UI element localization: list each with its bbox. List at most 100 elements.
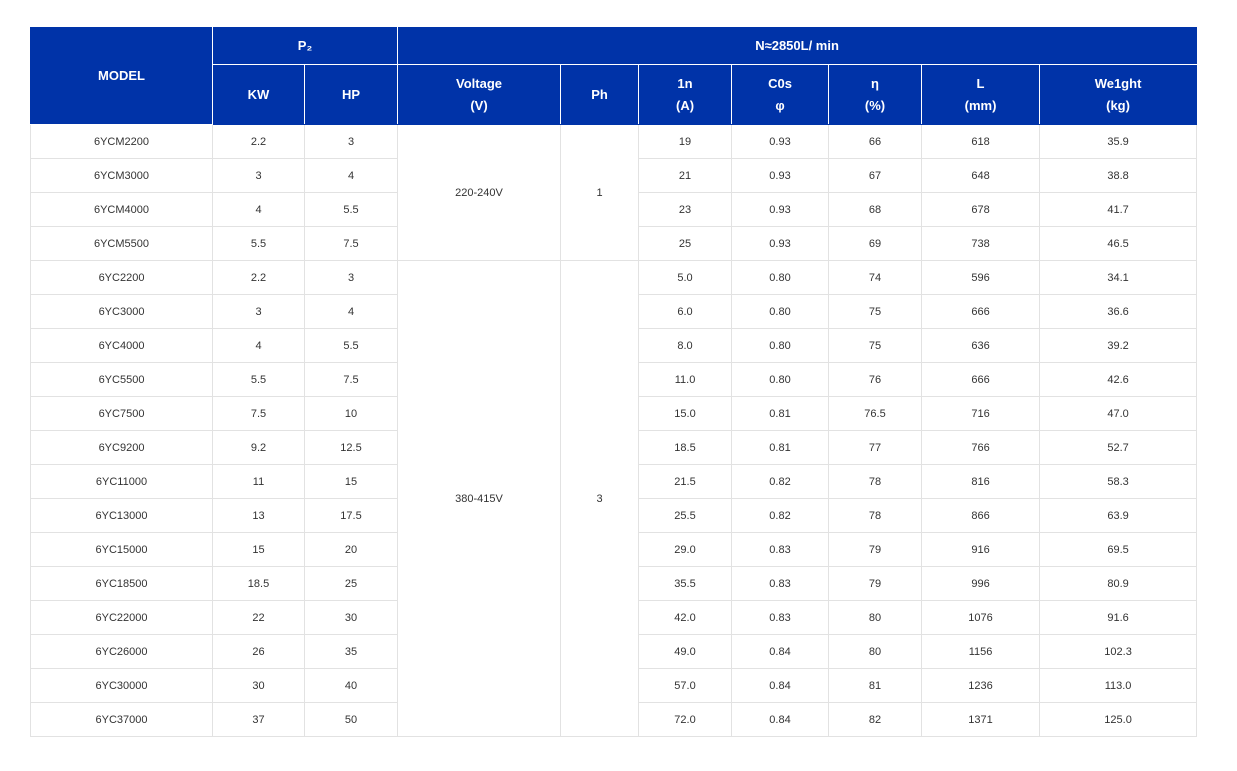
cell-efficiency: 78 [828, 498, 923, 533]
table-row: 6YCM4000 4 5.5 23 0.93 68 678 41.7 [30, 192, 1198, 227]
header-speed: N≈2850L/ min [397, 27, 1198, 65]
header-eff: η (%) [828, 64, 923, 125]
cell-efficiency: 77 [828, 430, 923, 465]
cell-model: 6YCM5500 [30, 226, 213, 261]
cell-hp: 30 [303, 600, 399, 635]
header-voltage-line1: Voltage [456, 75, 503, 91]
cell-efficiency: 78 [828, 464, 923, 499]
cell-current: 29.0 [638, 532, 733, 567]
header-kw: KW [212, 64, 305, 125]
cell-hp: 20 [303, 532, 399, 567]
table-row: 6YC7500 7.5 10 15.0 0.81 76.5 716 47.0 [30, 396, 1198, 431]
cell-model: 6YC26000 [30, 634, 213, 669]
cell-hp: 5.5 [303, 328, 399, 363]
header-cos-line1: C0s [768, 75, 792, 91]
cell-model: 6YCM3000 [30, 158, 213, 193]
header-voltage-line2: (V) [470, 97, 488, 113]
cell-weight: 91.6 [1039, 600, 1198, 635]
cell-efficiency: 75 [828, 294, 923, 329]
cell-weight: 34.1 [1039, 260, 1198, 295]
cell-cos: 0.82 [731, 498, 830, 533]
header-current-line2: (A) [675, 97, 695, 113]
cell-weight: 47.0 [1039, 396, 1198, 431]
cell-length: 618 [921, 124, 1041, 159]
cell-current: 72.0 [638, 702, 733, 737]
cell-kw: 3 [212, 294, 305, 329]
header-weight-line1: We1ght [1094, 75, 1142, 91]
cell-model: 6YCM2200 [30, 124, 213, 159]
cell-model: 6YC5500 [30, 362, 213, 397]
cell-weight: 58.3 [1039, 464, 1198, 499]
header-row-bottom: KW HP Voltage (V) Ph 1n (A) C0s φ η (%) [31, 64, 1198, 125]
cell-efficiency: 82 [828, 702, 923, 737]
cell-model: 6YC2200 [30, 260, 213, 295]
table-row: 6YC13000 13 17.5 25.5 0.82 78 866 63.9 [30, 498, 1198, 533]
cell-cos: 0.81 [731, 396, 830, 431]
cell-efficiency: 66 [828, 124, 923, 159]
cell-cos: 0.84 [731, 668, 830, 703]
cell-weight: 125.0 [1039, 702, 1198, 737]
cell-length: 996 [921, 566, 1041, 601]
cell-kw: 11 [212, 464, 305, 499]
cell-kw: 4 [212, 192, 305, 227]
cell-cos: 0.83 [731, 600, 830, 635]
cell-hp: 50 [303, 702, 399, 737]
cell-cos: 0.81 [731, 430, 830, 465]
cell-weight: 63.9 [1039, 498, 1198, 533]
cell-kw: 9.2 [212, 430, 305, 465]
cell-length: 716 [921, 396, 1041, 431]
table-row: 6YC5500 5.5 7.5 11.0 0.80 76 666 42.6 [30, 362, 1198, 397]
header-row-top: MODEL P₂ N≈2850L/ min [30, 27, 1198, 125]
cell-cos: 0.93 [731, 192, 830, 227]
cell-kw: 37 [212, 702, 305, 737]
cell-cos: 0.84 [731, 634, 830, 669]
cell-length: 1371 [921, 702, 1041, 737]
cell-length: 648 [921, 158, 1041, 193]
cell-ph: 1 [560, 124, 640, 261]
cell-model: 6YC22000 [30, 600, 213, 635]
cell-model: 6YC13000 [30, 498, 213, 533]
cell-efficiency: 75 [828, 328, 923, 363]
cell-current: 21.5 [638, 464, 733, 499]
cell-efficiency: 69 [828, 226, 923, 261]
cell-cos: 0.93 [731, 124, 830, 159]
table-row: 6YCM5500 5.5 7.5 25 0.93 69 738 46.5 [30, 226, 1198, 261]
header-p2: P₂ [211, 27, 399, 65]
cell-weight: 42.6 [1039, 362, 1198, 397]
cell-model: 6YC3000 [30, 294, 213, 329]
cell-weight: 41.7 [1039, 192, 1198, 227]
cell-kw: 13 [212, 498, 305, 533]
cell-current: 25.5 [638, 498, 733, 533]
table-row: 6YC18500 18.5 25 35.5 0.83 79 996 80.9 [30, 566, 1198, 601]
cell-efficiency: 74 [828, 260, 923, 295]
header-current-line1: 1n [677, 75, 693, 91]
cell-cos: 0.84 [731, 702, 830, 737]
cell-kw: 4 [212, 328, 305, 363]
cell-weight: 38.8 [1039, 158, 1198, 193]
cell-weight: 46.5 [1039, 226, 1198, 261]
cell-hp: 7.5 [303, 226, 399, 261]
cell-current: 5.0 [638, 260, 733, 295]
header-weight-line2: (kg) [1106, 97, 1130, 113]
cell-kw: 26 [212, 634, 305, 669]
table-row: 6YC11000 11 15 21.5 0.82 78 816 58.3 [30, 464, 1198, 499]
cell-efficiency: 79 [828, 566, 923, 601]
cell-kw: 22 [212, 600, 305, 635]
header-hp: HP [303, 64, 399, 125]
cell-model: 6YC7500 [30, 396, 213, 431]
header-cos: C0s φ [731, 64, 830, 125]
cell-hp: 3 [303, 260, 399, 295]
cell-weight: 35.9 [1039, 124, 1198, 159]
header-length-line2: (mm) [964, 97, 997, 113]
cell-kw: 15 [212, 532, 305, 567]
header-model: MODEL [30, 27, 213, 125]
cell-current: 15.0 [638, 396, 733, 431]
cell-current: 6.0 [638, 294, 733, 329]
cell-hp: 12.5 [303, 430, 399, 465]
cell-kw: 7.5 [212, 396, 305, 431]
table-row: 6YC26000 26 35 49.0 0.84 80 1156 102.3 [30, 634, 1198, 669]
header-length: L (mm) [921, 64, 1041, 125]
cell-weight: 80.9 [1039, 566, 1198, 601]
cell-weight: 52.7 [1039, 430, 1198, 465]
cell-hp: 10 [303, 396, 399, 431]
